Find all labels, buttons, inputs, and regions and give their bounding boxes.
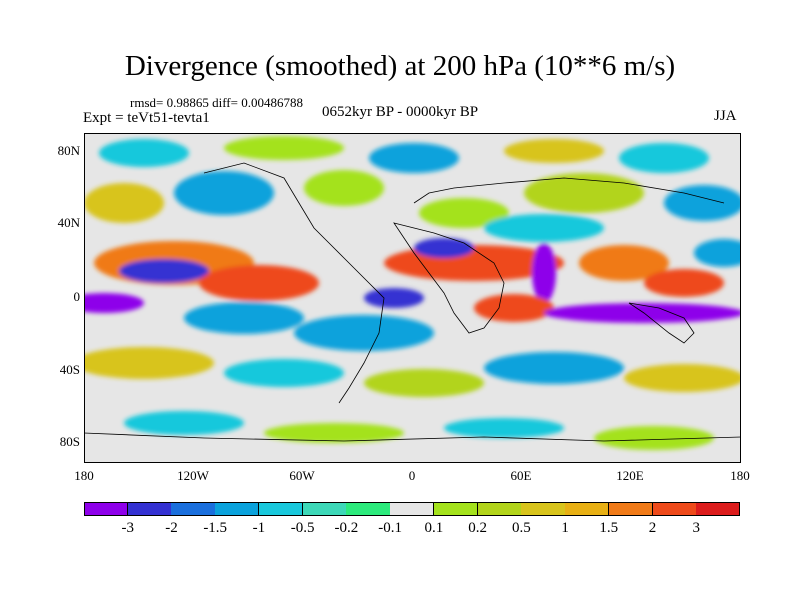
experiment-label: Expt = teVt51-tevta1 [83, 110, 210, 126]
colorbar-swatch [565, 502, 610, 516]
colorbar-swatch [608, 502, 654, 516]
divergence-field [84, 136, 741, 450]
lon-label-120e: 120E [616, 468, 644, 483]
colorbar-label: -3 [121, 520, 134, 536]
lon-label-60w: 60W [289, 468, 315, 483]
coastlines [84, 162, 741, 442]
colorbar-swatch [171, 502, 216, 516]
colorbar-swatch [696, 502, 741, 516]
colorbar-swatch [390, 502, 435, 516]
colorbar-swatch [433, 502, 479, 516]
colorbar-swatch [215, 502, 260, 516]
colorbar [84, 502, 741, 516]
colorbar-label: -0.5 [290, 520, 315, 536]
lat-label-40s: 40S [59, 362, 80, 377]
colorbar-label: 1.5 [599, 520, 619, 536]
colorbar-swatch [477, 502, 522, 516]
period-label: 0652kyr BP - 0000kyr BP [322, 104, 479, 120]
colorbar-swatch [652, 502, 697, 516]
stats-line: rmsd= 0.98865 diff= 0.00486788 [130, 95, 303, 110]
colorbar-label: 0.5 [511, 520, 531, 536]
lat-label-80n: 80N [57, 143, 80, 158]
divergence-map [84, 133, 741, 463]
colorbar-swatch [258, 502, 304, 516]
colorbar-label: 3 [692, 520, 701, 536]
lon-label-60e: 60E [510, 468, 532, 483]
lon-label-0: 0 [408, 468, 416, 483]
colorbar-label: 2 [648, 520, 657, 536]
colorbar-swatch [127, 502, 172, 516]
colorbar-swatch [346, 502, 391, 516]
colorbar-swatch [302, 502, 347, 516]
colorbar-label: -2 [165, 520, 178, 536]
colorbar-label: 0.2 [468, 520, 487, 536]
colorbar-label: -1 [252, 520, 266, 536]
colorbar-swatch [84, 502, 129, 516]
colorbar-label: 1 [561, 520, 569, 536]
lat-label-0: 0 [73, 289, 81, 304]
lon-label-180w: 180 [74, 468, 94, 483]
season-label: JJA [714, 108, 737, 124]
colorbar-label: -1.5 [203, 520, 228, 536]
lon-label-120w: 120W [177, 468, 209, 483]
lat-label-40n: 40N [57, 215, 80, 230]
lat-label-80s: 80S [59, 434, 80, 449]
colorbar-swatch [521, 502, 566, 516]
colorbar-label: -0.2 [334, 520, 359, 536]
colorbar-label: 0.1 [424, 520, 444, 536]
plot-title: Divergence (smoothed) at 200 hPa (10**6 … [124, 50, 676, 82]
lon-label-180e: 180 [730, 468, 750, 483]
colorbar-label: -0.1 [378, 520, 402, 536]
